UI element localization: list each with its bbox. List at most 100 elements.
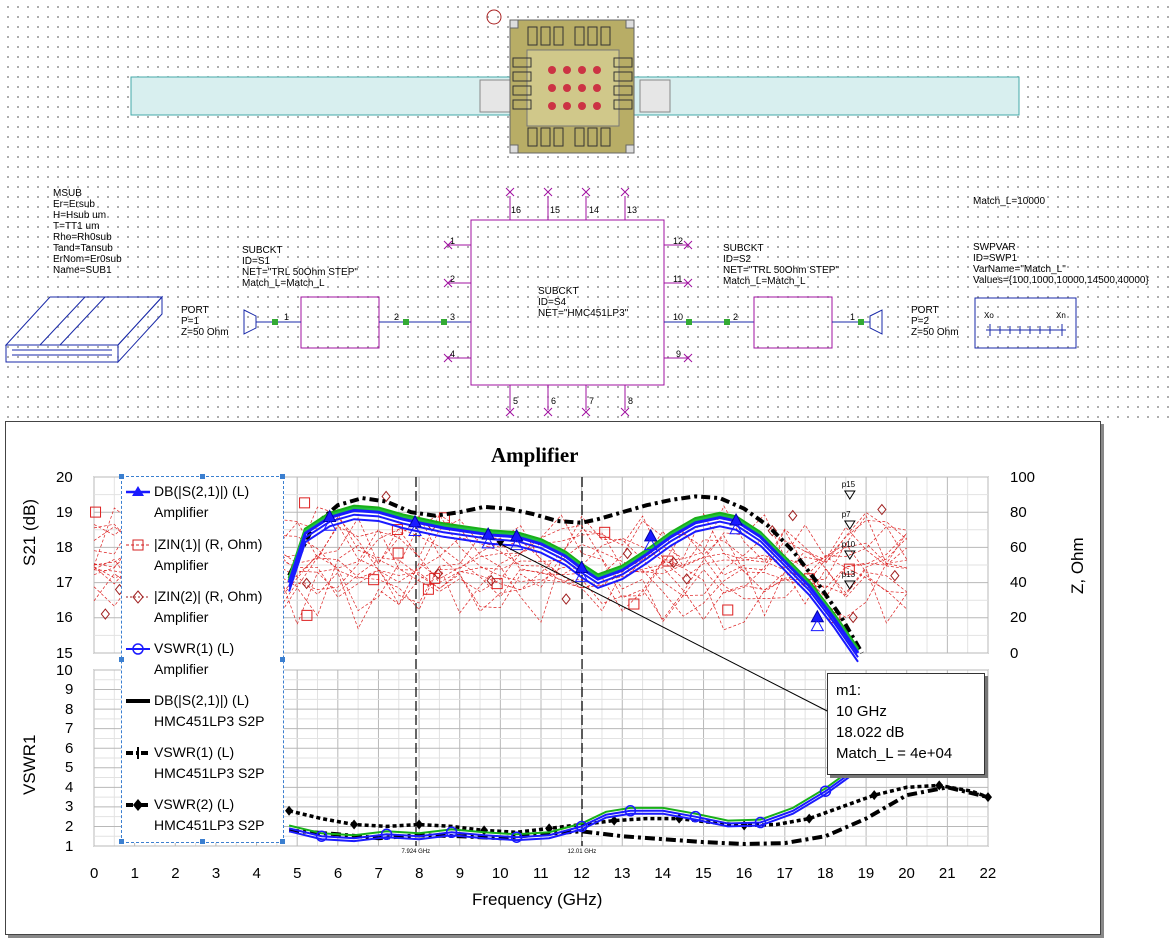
x-tick-label: 16 [735, 864, 753, 882]
pin-number: 1 [850, 312, 856, 322]
legend-entry[interactable]: VSWR(2) (L) HMC451LP3 S2P [154, 796, 265, 833]
swpvar-block [974, 297, 1077, 349]
pin-number: 5 [513, 396, 519, 406]
y-tick-label-upper: 16 [56, 609, 73, 627]
s2-block [753, 296, 833, 349]
x-tick-label: 18 [816, 864, 834, 882]
resize-handle[interactable] [280, 839, 285, 844]
variable-label: Match_L=10000 [973, 196, 1046, 207]
x-tick-label: 11 [533, 864, 549, 882]
legend-swatch-dashdot-diamond [126, 799, 150, 811]
y-tick-label-upper: 17 [56, 574, 73, 592]
x-tick-label: 6 [333, 864, 343, 882]
legend-swatch-diamond [126, 590, 150, 604]
x-tick-label: 9 [455, 864, 465, 882]
y-tick-label-lower: 6 [65, 739, 74, 757]
y-tick-label-upper: 15 [56, 644, 73, 662]
marker-readout[interactable]: m1: 10 GHz 18.022 dB Match_L = 4e+04 [827, 673, 985, 775]
y-tick-label-lower: 1 [65, 837, 74, 855]
y-tick-label-lower: 10 [56, 661, 73, 679]
port1-label: PORT P=1 Z=50 Ohm [181, 305, 229, 338]
swp-xn-label: Xn [1056, 311, 1066, 320]
pin-number: 9 [676, 349, 682, 359]
x-tick-label: 15 [695, 864, 712, 882]
legend-swatches [126, 486, 150, 811]
schematic-drawing [4, 9, 1077, 417]
x-tick-label: 7 [374, 864, 383, 882]
y-tick-label-lower: 4 [65, 778, 74, 796]
x-tick-label: 13 [613, 864, 631, 882]
y-tick-label-lower: 7 [65, 720, 74, 738]
pin-number: 12 [673, 236, 684, 246]
x-tick-label: 20 [898, 864, 915, 882]
y-tick-label-lower: 2 [65, 817, 74, 835]
swpvar-label: SWPVAR ID=SWP1 VarName="Match_L" Values={10… [973, 242, 1149, 286]
pin-number: 4 [450, 349, 456, 359]
resize-handle[interactable] [200, 839, 205, 844]
y-tick-label-right: 40 [1010, 574, 1027, 592]
legend-swatch-dashdot [126, 747, 150, 759]
y-tick-label-right: 20 [1010, 609, 1027, 627]
msub-label: MSUB Er=Ersub H=Hsub um T=TT1 um Rho=Rh0sub T… [53, 188, 122, 276]
pin-number: 2 [733, 312, 739, 322]
x-axis-label: Frequency (GHz) [472, 890, 603, 909]
x-tick-label: 4 [252, 864, 261, 882]
y-axis-label-right: Z, Ohm [1068, 537, 1087, 594]
legend-entry[interactable]: |ZIN(1)| (R, Ohm) Amplifier [154, 536, 263, 573]
legend-swatch-circle [126, 643, 150, 655]
s4-block [470, 219, 665, 386]
resize-handle[interactable] [119, 474, 124, 479]
resize-handle[interactable] [280, 474, 285, 479]
pin-number: 2 [394, 312, 400, 322]
s2-label: SUBCKT ID=S2 NET="TRL 50Ohm STEP" Match_L=M… [723, 243, 839, 287]
y-tick-label-lower: 8 [65, 700, 74, 718]
s1-block [300, 296, 380, 349]
port2-label: PORT P=2 Z=50 Ohm [911, 305, 959, 338]
pin-number: 8 [628, 396, 634, 406]
y-tick-label-upper: 18 [56, 538, 73, 556]
resize-handle[interactable] [200, 474, 205, 479]
legend-swatch-square [126, 539, 150, 551]
pin-number: 1 [284, 312, 290, 322]
legend-entry[interactable]: DB(|S(2,1)|) (L) HMC451LP3 S2P [154, 692, 265, 729]
y-tick-label-right: 80 [1010, 503, 1027, 521]
y-tick-label-lower: 5 [65, 759, 74, 777]
resize-handle[interactable] [280, 657, 285, 662]
legend-entry[interactable]: VSWR(1) (L) HMC451LP3 S2P [154, 744, 265, 781]
x-tick-label: 5 [293, 864, 302, 882]
x-tick-label: 12 [573, 864, 590, 882]
graph-title: Amplifier [491, 443, 579, 467]
resize-handle[interactable] [119, 657, 124, 662]
swp-xo-label: Xo [984, 311, 994, 320]
marker-vline-label: 12.01 GHz [567, 849, 597, 855]
pin-number: 2 [450, 274, 456, 284]
resize-handle[interactable] [119, 839, 124, 844]
schematic-canvas[interactable]: MSUB Er=Ersub H=Hsub um T=TT1 um Rho=Rh0sub T… [0, 0, 1171, 420]
pin-number: 3 [450, 312, 456, 322]
y-tick-label-right: 0 [1010, 644, 1019, 662]
port1-symbol [243, 309, 275, 335]
legend-swatch-triangle [126, 486, 150, 496]
y-tick-label-lower: 9 [65, 681, 74, 699]
marker-parameter: Match_L = 4e+04 [836, 745, 953, 762]
pin-number: 1 [450, 236, 456, 246]
pin-number: 11 [673, 274, 683, 284]
marker-frequency: 10 GHz [836, 703, 887, 720]
x-tick-label: 1 [130, 864, 139, 882]
legend-entry[interactable]: VSWR(1) (L) Amplifier [154, 640, 235, 677]
pin-number: 14 [589, 205, 600, 215]
x-tick-label: 17 [776, 864, 793, 882]
pin-number: 13 [627, 205, 638, 215]
graph-legend[interactable]: DB(|S(2,1)|) (L) Amplifier |ZIN(1)| (R, O… [119, 474, 285, 844]
legend-entry[interactable]: DB(|S(2,1)|) (L) Amplifier [154, 483, 250, 520]
x-tick-label: 2 [171, 864, 180, 882]
pin-number: 7 [589, 396, 595, 406]
s1-label: SUBCKT ID=S1 NET="TRL 50Ohm STEP" Match_L=M… [242, 245, 358, 289]
s4-label: SUBCKT ID=S4 NET="HMC451LP3" [538, 286, 629, 319]
port2-symbol [869, 309, 883, 335]
y-tick-label-upper: 19 [56, 503, 73, 521]
legend-entry[interactable]: |ZIN(2)| (R, Ohm) Amplifier [154, 588, 263, 625]
x-tick-label: 14 [654, 864, 672, 882]
y-tick-label-lower: 3 [65, 798, 74, 816]
x-tick-label: 22 [979, 864, 997, 882]
